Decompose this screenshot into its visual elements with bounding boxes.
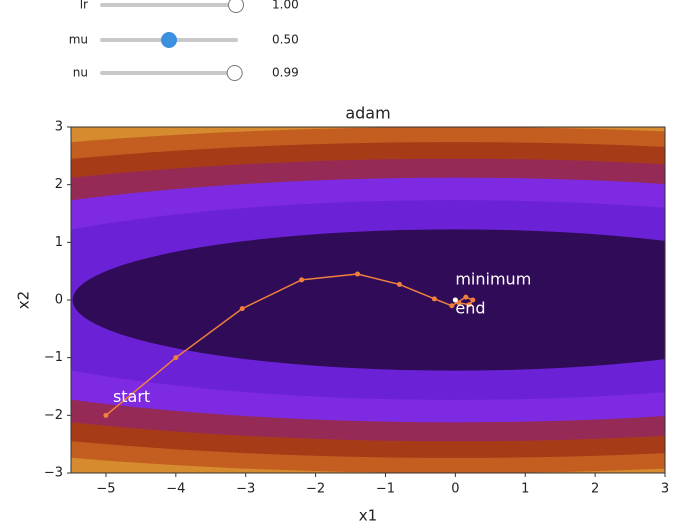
minimum-point — [452, 297, 458, 303]
slider-label: lr — [80, 0, 88, 12]
x-tick-label: −2 — [306, 482, 325, 497]
annotation: start — [113, 387, 150, 406]
x-tick-label: 2 — [591, 482, 599, 497]
point — [355, 271, 361, 277]
slider-value: 0.99 — [272, 66, 299, 80]
y-tick-label: −3 — [44, 466, 63, 481]
slider-label: mu — [69, 33, 88, 47]
point — [103, 412, 109, 418]
y-tick-label: −1 — [44, 350, 63, 365]
y-axis-label: x2 — [15, 291, 33, 309]
controls: lr 1.00 mu 0.50 nu 0.99 — [69, 0, 299, 81]
point — [431, 296, 437, 302]
y-tick-label: 3 — [55, 120, 63, 135]
x-tick-label: −4 — [166, 482, 185, 497]
contour-band — [72, 229, 665, 371]
x-tick-label: 0 — [451, 482, 459, 497]
slider-knob[interactable] — [226, 65, 243, 81]
contour — [71, 127, 665, 473]
point — [449, 303, 455, 309]
slider-value: 1.00 — [272, 0, 299, 12]
slider-knob[interactable] — [161, 32, 177, 48]
slider-knob[interactable] — [228, 0, 244, 13]
point — [173, 355, 179, 361]
chart-title: adam — [345, 104, 390, 123]
point — [456, 300, 462, 306]
point — [470, 297, 476, 303]
point — [299, 277, 305, 283]
x-tick-label: 1 — [521, 482, 529, 497]
y-tick-label: 0 — [55, 293, 63, 308]
point — [466, 302, 472, 308]
x-tick-label: −1 — [376, 482, 395, 497]
annotation: end — [455, 299, 485, 318]
point — [239, 306, 245, 312]
x-tick-label: −3 — [236, 482, 255, 497]
point — [463, 294, 469, 300]
x-axis-label: x1 — [359, 507, 377, 525]
point — [396, 281, 402, 287]
slider-value: 0.50 — [272, 33, 299, 47]
x-tick-label: 3 — [661, 482, 669, 497]
y-tick-label: 2 — [55, 177, 63, 192]
annotation: minimum — [455, 270, 531, 289]
x-tick-label: −5 — [96, 482, 115, 497]
y-tick-label: −2 — [44, 408, 63, 423]
y-tick-label: 1 — [55, 235, 63, 250]
slider-label: nu — [73, 66, 88, 80]
plot: −5 −4 −3 −2 −1 0 1 2 3 −3 −2 −1 0 1 2 3 start minimum end — [44, 120, 669, 497]
watermark: 知乎 @nahakity — [556, 490, 678, 509]
